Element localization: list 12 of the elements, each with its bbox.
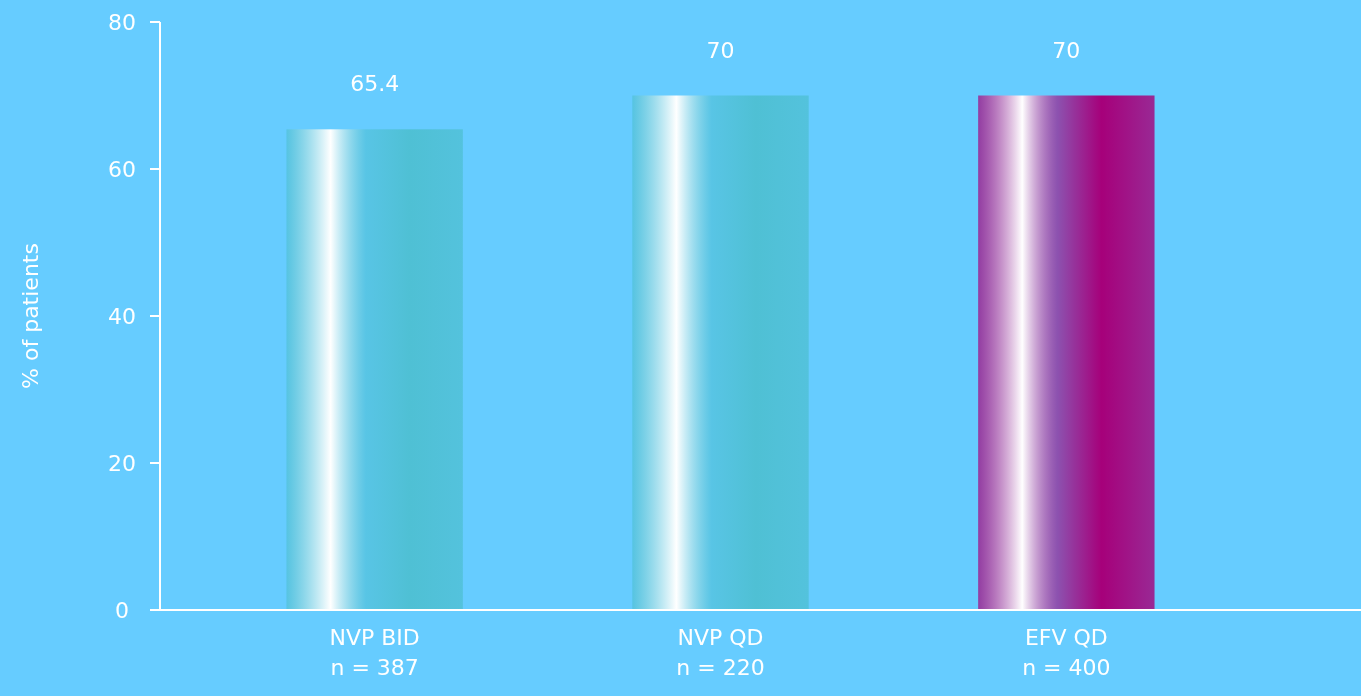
x-tick-label: NVP BID n = 387	[329, 625, 420, 680]
y-tick-label: 60	[108, 156, 136, 182]
x-tick-label: NVP QD n = 220	[676, 625, 765, 680]
data-label: 70	[706, 37, 735, 63]
y-tick-label: 40	[108, 303, 136, 329]
y-tick-label: 0	[115, 597, 129, 623]
y-tick-label: 80	[108, 9, 136, 35]
data-label: 65.4	[350, 71, 400, 97]
data-label: 70	[1052, 37, 1081, 63]
x-tick-label: EFV QD n = 400	[1022, 625, 1111, 680]
y-axis-title: % of patients	[18, 243, 43, 389]
y-tick-label: 20	[108, 450, 136, 476]
